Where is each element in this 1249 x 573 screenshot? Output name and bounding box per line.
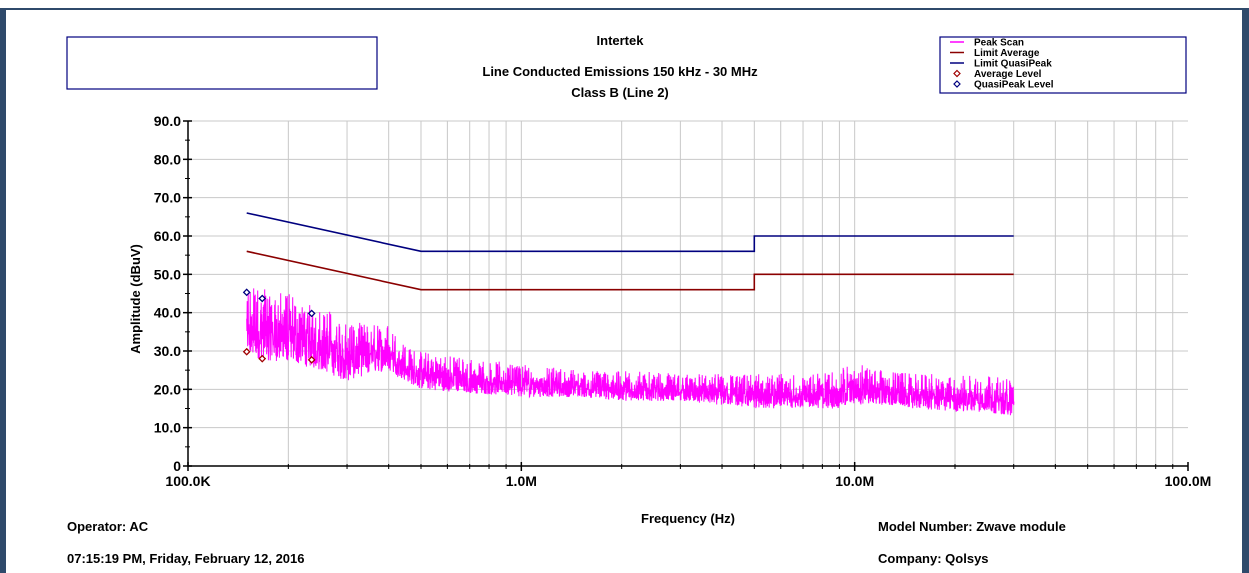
marker-average-level (242, 347, 251, 356)
frame-top-border (0, 8, 1249, 10)
chart-title: Intertek (597, 33, 645, 48)
legend-label: Limit QuasiPeak (974, 59, 1052, 70)
y-axis-label: Amplitude (dBuV) (128, 244, 143, 354)
chart-subtitle: Line Conducted Emissions 150 kHz - 30 MH… (482, 64, 758, 79)
series-limit-quasipeak (246, 212, 1014, 253)
y-tick-label: 70.0 (154, 190, 181, 206)
annotation-box (66, 36, 378, 90)
axes (183, 120, 1189, 471)
frame-right-border (1242, 8, 1249, 573)
marker-quasipeak-level (242, 288, 251, 297)
legend-label: Peak Scan (974, 38, 1024, 49)
series-peak-scan (246, 288, 1015, 416)
x-axis-label: Frequency (Hz) (641, 511, 735, 526)
series-layer (242, 212, 1015, 416)
timestamp-label: 07:15:19 PM, Friday, February 12, 2016 (67, 551, 305, 566)
legend-label: Limit Average (974, 48, 1040, 59)
series-limit-average (246, 250, 1014, 291)
grid (188, 120, 1188, 466)
x-tick-label: 100.0M (1165, 473, 1212, 489)
y-tick-label: 40.0 (154, 305, 181, 321)
y-tick-label: 30.0 (154, 343, 181, 359)
legend-marker (953, 80, 961, 88)
company-label: Company: Qolsys (878, 551, 989, 566)
legend-label: Average Level (974, 69, 1042, 80)
y-tick-label: 20.0 (154, 381, 181, 397)
y-tick-label: 50.0 (154, 266, 181, 282)
y-tick-label: 60.0 (154, 228, 181, 244)
x-tick-label: 100.0K (165, 473, 210, 489)
marker-quasipeak-level (258, 294, 267, 303)
model-number-label: Model Number: Zwave module (878, 519, 1066, 534)
chart-class-label: Class B (Line 2) (571, 85, 669, 100)
marker-average-level (307, 355, 316, 364)
x-tick-label: 10.0M (835, 473, 874, 489)
legend-marker (953, 69, 961, 78)
marker-quasipeak-level (307, 309, 316, 318)
y-tick-label: 10.0 (154, 420, 181, 436)
frame-left-border (0, 8, 6, 573)
x-tick-label: 1.0M (506, 473, 537, 489)
tick-labels: 0 10.0 20.0 30.0 40.0 50.0 60.0 70.0 80.0 90.0 100… (154, 113, 1212, 489)
y-tick-label: 0 (173, 458, 181, 474)
operator-label: Operator: AC (67, 519, 149, 534)
legend-box (939, 36, 1187, 94)
y-tick-label: 90.0 (154, 113, 181, 129)
marker-average-level (258, 354, 267, 363)
y-tick-label: 80.0 (154, 151, 181, 167)
legend-label: QuasiPeak Level (974, 80, 1054, 91)
